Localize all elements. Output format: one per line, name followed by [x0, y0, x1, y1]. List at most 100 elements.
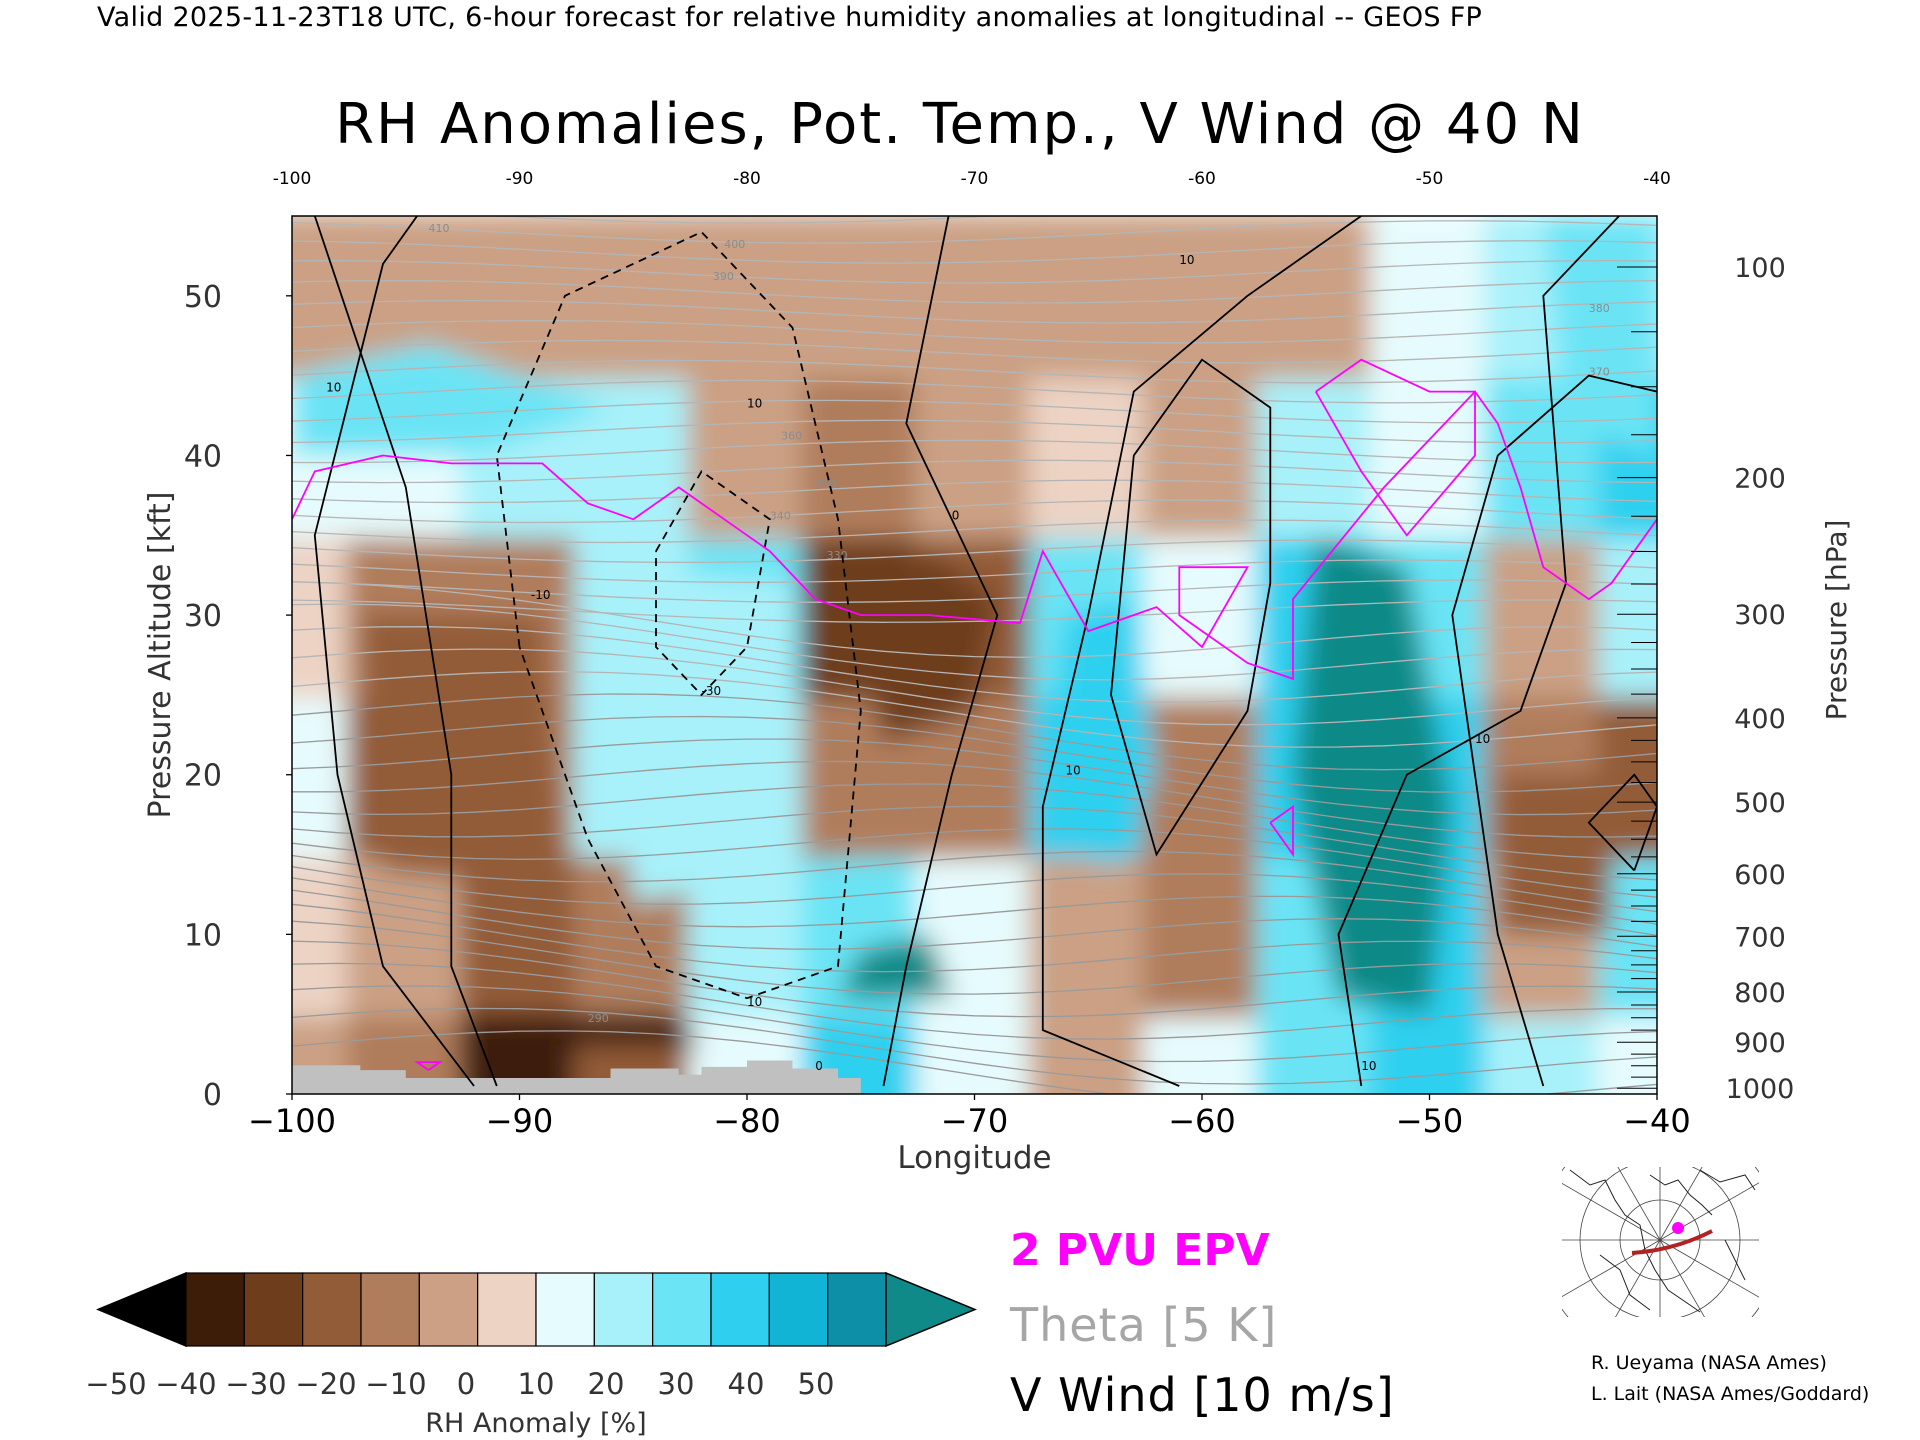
x-tick-label: −50 — [1396, 1102, 1464, 1140]
v-wind-contour — [1041, 216, 1363, 1087]
v-wind-label: -10 — [531, 588, 551, 602]
colorbar-tick-label: −40 — [155, 1367, 216, 1401]
top-tick-label: -90 — [506, 169, 534, 189]
theta-isentrope — [292, 299, 1657, 324]
colorbar-swatch — [185, 1272, 245, 1347]
theta-isentrope — [292, 715, 1657, 793]
epv-contour — [1269, 804, 1294, 858]
x-tick-label: −100 — [248, 1102, 336, 1140]
credit-line-2: L. Lait (NASA Ames/Goddard) — [1591, 1383, 1870, 1405]
y-tick-label: 0 — [203, 1078, 222, 1113]
v-wind-contour — [313, 216, 475, 1087]
v-wind-label: -30 — [702, 684, 722, 698]
coastline — [1569, 1169, 1701, 1313]
colorbar-swatch — [418, 1272, 479, 1347]
theta-isentrope — [292, 1030, 1657, 1094]
pressure-tick-label: 500 — [1734, 788, 1786, 819]
x-tick-label: −70 — [941, 1102, 1009, 1140]
y-tick-label: 20 — [184, 759, 222, 794]
colorbar-low-arrow — [96, 1271, 187, 1348]
x-tick-label: −80 — [713, 1102, 781, 1140]
rh-cell — [1484, 532, 1603, 699]
theta-label: 400 — [724, 238, 745, 251]
rh-cell — [460, 216, 579, 379]
v-wind-label: 10 — [1361, 1059, 1376, 1073]
theta-isentrope — [292, 693, 1657, 771]
top-tick-label: -70 — [961, 169, 989, 189]
colorbar-swatch — [535, 1272, 595, 1347]
theta-isentrope — [292, 828, 1657, 898]
theta-label: 360 — [781, 429, 802, 442]
v-wind-label: 10 — [1179, 253, 1194, 267]
theta-isentrope — [292, 866, 1657, 925]
pressure-tick-label: 900 — [1734, 1028, 1786, 1059]
theta-isentrope — [292, 920, 1657, 995]
colorbar-swatch — [652, 1272, 712, 1347]
theta-isentrope — [292, 419, 1657, 444]
theta-isentrope — [292, 760, 1657, 838]
v-wind-contour — [1451, 374, 1657, 1087]
top-tick-label: -60 — [1188, 169, 1216, 189]
top-tick-label: -100 — [273, 169, 312, 189]
rh-cell — [1370, 372, 1489, 539]
epv-2pvu-contour — [292, 358, 1657, 1071]
v-wind-label: 10 — [747, 397, 762, 411]
v-wind-contour — [495, 230, 862, 1000]
rh-feature — [1042, 599, 1157, 871]
pressure-tick-label: 200 — [1734, 464, 1786, 495]
rh-feature — [474, 1014, 702, 1047]
meridian — [1615, 1239, 1661, 1317]
v-wind-contours: 10 -10 -30 10 10 0 10 10 10 10 0 — [313, 216, 1657, 1087]
theta-label: 370 — [1589, 366, 1610, 379]
y-tick-label: 30 — [184, 599, 222, 634]
theta-isentrope — [292, 738, 1657, 816]
theta-isentrope — [292, 581, 1657, 658]
rh-anomaly-field — [292, 216, 1657, 1094]
theta-label: 340 — [770, 509, 791, 522]
rh-feature — [860, 551, 998, 743]
rh-feature — [292, 343, 611, 456]
colorbar-tick-label: −50 — [85, 1367, 146, 1401]
theta-isentrope — [292, 260, 1657, 284]
theta-isentrope — [292, 670, 1657, 748]
theta-isentrope — [292, 359, 1657, 384]
theta-label: 380 — [1589, 302, 1610, 315]
colorbar-swatch — [243, 1272, 304, 1347]
colorbar-tick-label: 50 — [798, 1367, 835, 1401]
theta-label: 410 — [429, 222, 450, 235]
meridian — [1659, 1167, 1703, 1241]
x-tick-label: −40 — [1623, 1102, 1691, 1140]
pressure-tick-label: 100 — [1734, 253, 1786, 284]
theta-isentrope — [292, 1007, 1657, 1085]
v-wind-contour — [655, 470, 771, 697]
theta-isentrope — [488, 216, 1008, 224]
x-tick-label: −90 — [486, 1102, 554, 1140]
theta-isentrope — [292, 877, 1657, 937]
legend-vwind: V Wind [10 m/s] — [1010, 1368, 1395, 1422]
theta-isentrope — [292, 220, 1657, 244]
chart-title: RH Anomalies, Pot. Temp., V Wind @ 40 N — [335, 92, 1585, 157]
rh-cell — [574, 372, 693, 539]
rh-feature — [1293, 535, 1453, 1015]
terrain-mask — [292, 1060, 861, 1094]
v-wind-contour — [1110, 358, 1272, 857]
rh-cell — [346, 851, 465, 1018]
top-tick-label: -40 — [1643, 169, 1671, 189]
legend-theta: Theta [5 K] — [1010, 1298, 1278, 1352]
rh-cell — [1029, 216, 1148, 379]
y-tick-label: 40 — [184, 439, 222, 474]
colorbar-swatch — [768, 1272, 829, 1347]
theta-label: 330 — [827, 549, 848, 562]
meridian — [1659, 1239, 1705, 1317]
v-wind-contour — [1587, 773, 1657, 872]
theta-isentrope — [292, 579, 1657, 603]
coastline — [1699, 1169, 1756, 1191]
colorbar-tick-label: −20 — [295, 1367, 356, 1401]
theta-isentrope — [292, 399, 1657, 424]
y-tick-label: 50 — [184, 280, 222, 315]
rh-feature — [360, 615, 565, 887]
rh-cell — [1256, 216, 1375, 379]
theta-isentrope — [292, 539, 1657, 564]
pressure-tick-label: 600 — [1734, 860, 1786, 891]
